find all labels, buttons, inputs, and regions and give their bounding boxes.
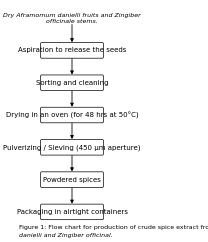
Text: Sorting and cleaning: Sorting and cleaning (36, 80, 108, 86)
FancyBboxPatch shape (40, 204, 104, 220)
FancyBboxPatch shape (40, 75, 104, 91)
Text: Aspiration to release the seeds: Aspiration to release the seeds (18, 47, 126, 53)
Text: Dry Aframomum danielli fruits and Zingiber officinale stems.: Dry Aframomum danielli fruits and Zingib… (3, 13, 141, 23)
Text: Powdered spices: Powdered spices (43, 177, 101, 183)
Text: Packaging in airtight containers: Packaging in airtight containers (16, 209, 128, 215)
Text: Drying in an oven (for 48 hrs at 50°C): Drying in an oven (for 48 hrs at 50°C) (6, 111, 138, 119)
FancyBboxPatch shape (40, 140, 104, 155)
Text: danielli and Zingiber officinal.: danielli and Zingiber officinal. (19, 233, 113, 238)
FancyBboxPatch shape (40, 172, 104, 187)
Text: Pulverizing / Sieving (450 μm aperture): Pulverizing / Sieving (450 μm aperture) (3, 144, 141, 151)
Text: Figure 1: Flow chart for production of crude spice extract from Aframomum: Figure 1: Flow chart for production of c… (19, 225, 208, 230)
FancyBboxPatch shape (40, 43, 104, 58)
FancyBboxPatch shape (40, 107, 104, 123)
